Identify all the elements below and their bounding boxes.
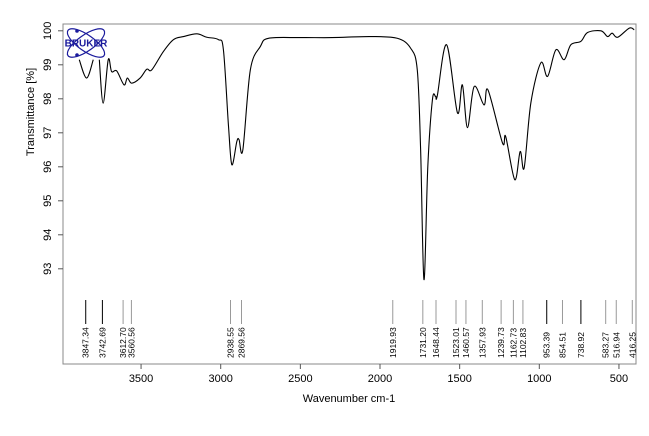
svg-text:BRUKER: BRUKER — [65, 39, 109, 50]
peak-label: 3560.56 — [126, 327, 136, 358]
x-axis-label: Wavenumber cm-1 — [303, 393, 396, 405]
peak-label: 516.94 — [611, 332, 621, 358]
x-tick-label: 3500 — [129, 373, 153, 385]
y-tick-label: 99 — [42, 59, 54, 71]
x-tick-label: 3000 — [208, 373, 232, 385]
peak-label: 1919.93 — [388, 327, 398, 358]
y-tick-label: 94 — [42, 229, 54, 241]
y-tick-label: 100 — [42, 22, 54, 40]
peak-label: 1648.44 — [431, 327, 441, 358]
y-tick-label: 96 — [42, 161, 54, 173]
y-axis: 100 99 98 97 96 95 94 93 — [42, 22, 63, 275]
bruker-logo: BRUKER — [65, 28, 109, 58]
peak-label: 3612.70 — [118, 327, 128, 358]
x-tick-label: 1500 — [447, 373, 471, 385]
peak-label: 583.27 — [601, 332, 611, 358]
spectrum-line — [98, 27, 635, 281]
peak-label: 1460.57 — [461, 327, 471, 358]
x-axis: 3500 3000 2500 2000 1500 1000 500 — [129, 364, 628, 385]
y-tick-label: 98 — [42, 93, 54, 105]
peak-label: 2938.55 — [225, 327, 235, 358]
x-tick-label: 500 — [610, 373, 628, 385]
peak-label: 854.51 — [557, 332, 567, 358]
peak-label: 416.25 — [627, 332, 637, 358]
peak-label: 2869.56 — [236, 327, 246, 358]
spectrum-lines — [78, 27, 635, 281]
x-tick-label: 2500 — [288, 373, 312, 385]
peak-label: 1357.93 — [477, 327, 487, 358]
peak-label: 1731.20 — [418, 327, 428, 358]
y-tick-label: 93 — [42, 263, 54, 275]
plot-frame — [62, 23, 637, 365]
peak-label: 3742.69 — [97, 327, 107, 358]
peak-label: 1162.73 — [508, 328, 518, 358]
y-tick-label: 97 — [42, 127, 54, 139]
x-tick-label: 1000 — [527, 373, 551, 385]
peak-label: 953.39 — [542, 332, 552, 358]
peak-label: 3847.34 — [81, 327, 91, 358]
y-axis-label: Transmittance [%] — [25, 68, 37, 156]
peak-label: 1523.01 — [451, 327, 461, 358]
y-tick-label: 95 — [42, 195, 54, 207]
x-tick-label: 2000 — [368, 373, 392, 385]
spectrum-line — [78, 59, 94, 79]
peak-label: 738.92 — [576, 332, 586, 358]
peak-label: 1102.83 — [518, 328, 528, 358]
peak-label: 1239.73 — [496, 327, 506, 358]
